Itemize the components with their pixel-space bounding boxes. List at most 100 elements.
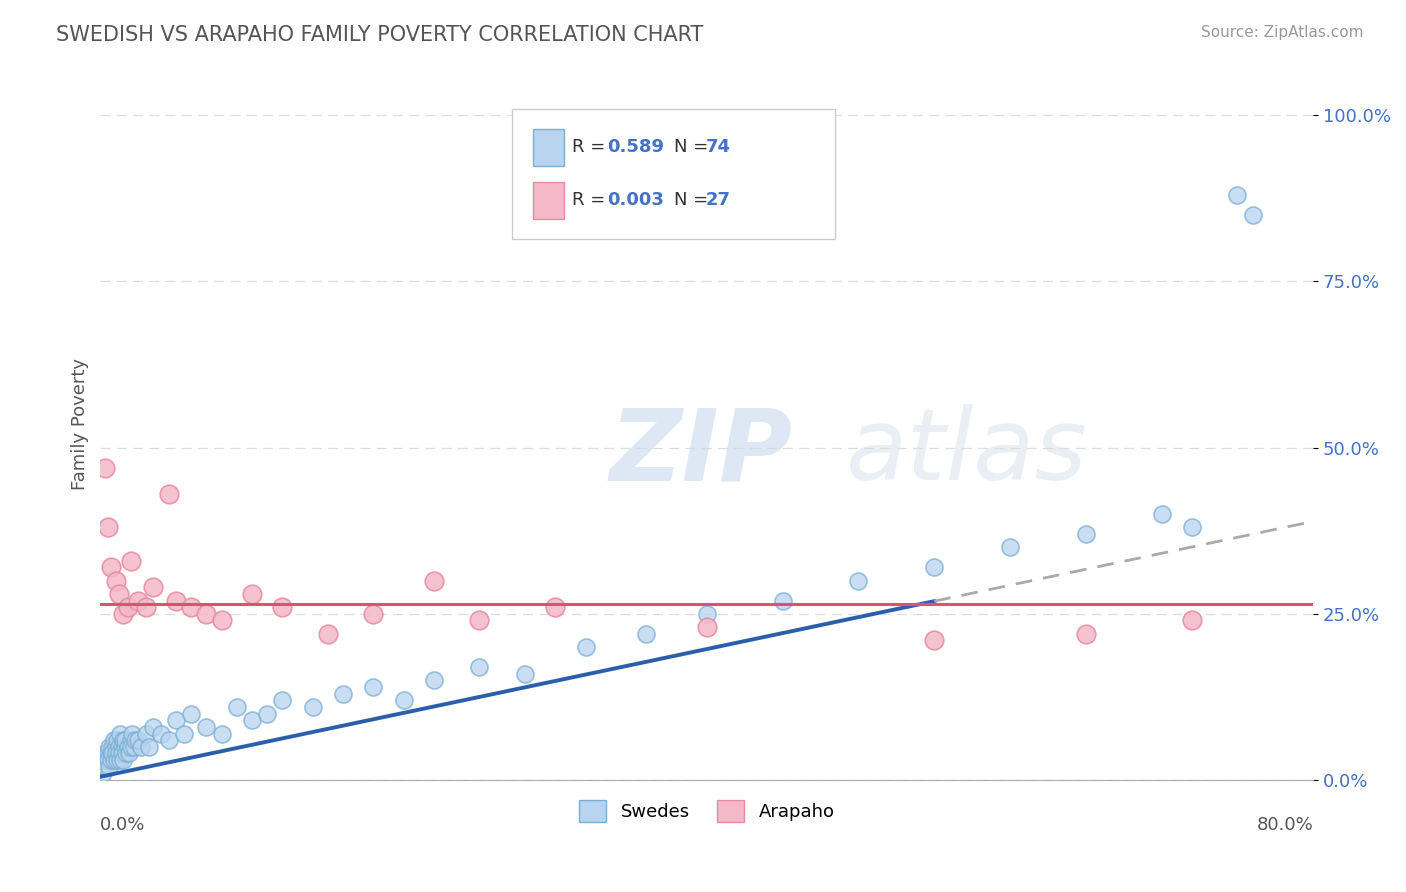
Point: [104, 739, 127, 754]
Text: atlas: atlas: [846, 404, 1088, 501]
Point: [271, 600, 294, 615]
Point: [135, 726, 157, 740]
Point: [211, 614, 233, 628]
Point: [104, 747, 127, 761]
Point: [107, 587, 129, 601]
Point: [120, 553, 142, 567]
Point: [112, 753, 135, 767]
Point: [117, 600, 139, 615]
Point: [93, 766, 115, 780]
Point: [1241, 208, 1264, 222]
Point: [100, 753, 122, 767]
Text: N =: N =: [673, 192, 714, 210]
Point: [180, 600, 202, 615]
Text: ZIP: ZIP: [610, 404, 793, 501]
Point: [124, 733, 146, 747]
Point: [636, 626, 658, 640]
Point: [103, 753, 125, 767]
Point: [423, 673, 446, 688]
Point: [316, 626, 339, 640]
Point: [696, 607, 718, 621]
Text: 0.003: 0.003: [607, 192, 665, 210]
Point: [138, 739, 160, 754]
Point: [165, 713, 187, 727]
Point: [922, 633, 945, 648]
Text: R =: R =: [572, 138, 612, 156]
Text: 80.0%: 80.0%: [1257, 815, 1313, 834]
Point: [117, 739, 139, 754]
Point: [114, 739, 136, 754]
Point: [195, 720, 218, 734]
Point: [120, 739, 142, 754]
Point: [361, 607, 384, 621]
Point: [1181, 614, 1204, 628]
Point: [142, 580, 165, 594]
Text: R =: R =: [572, 192, 612, 210]
Point: [108, 726, 131, 740]
Point: [574, 640, 596, 654]
Point: [114, 733, 136, 747]
Point: [90, 760, 112, 774]
Point: [105, 753, 128, 767]
Point: [97, 753, 120, 767]
Point: [94, 747, 117, 761]
Point: [1074, 626, 1097, 640]
Y-axis label: Family Poverty: Family Poverty: [72, 359, 89, 491]
Point: [103, 733, 125, 747]
Point: [361, 680, 384, 694]
Point: [115, 747, 138, 761]
Point: [173, 726, 195, 740]
Point: [301, 699, 323, 714]
Point: [1181, 520, 1204, 534]
Point: [157, 733, 180, 747]
Point: [468, 614, 491, 628]
Text: Source: ZipAtlas.com: Source: ZipAtlas.com: [1201, 25, 1364, 40]
Point: [271, 693, 294, 707]
Point: [105, 733, 128, 747]
Text: 0.0%: 0.0%: [100, 815, 146, 834]
Point: [118, 747, 141, 761]
Point: [100, 747, 122, 761]
Point: [468, 660, 491, 674]
Point: [332, 687, 354, 701]
Point: [392, 693, 415, 707]
Point: [1226, 187, 1249, 202]
Point: [112, 607, 135, 621]
Point: [848, 574, 870, 588]
Point: [127, 733, 149, 747]
Point: [107, 739, 129, 754]
Point: [256, 706, 278, 721]
Point: [120, 733, 142, 747]
Point: [922, 560, 945, 574]
Point: [104, 574, 127, 588]
Point: [122, 739, 145, 754]
Point: [135, 600, 157, 615]
Point: [157, 487, 180, 501]
Point: [211, 726, 233, 740]
Text: 74: 74: [706, 138, 731, 156]
Point: [423, 574, 446, 588]
Point: [165, 593, 187, 607]
Point: [121, 726, 143, 740]
Point: [110, 747, 132, 761]
Point: [696, 620, 718, 634]
Point: [107, 747, 129, 761]
Point: [108, 753, 131, 767]
Point: [112, 733, 135, 747]
Point: [998, 541, 1021, 555]
Point: [195, 607, 218, 621]
Text: 27: 27: [706, 192, 731, 210]
Point: [240, 713, 263, 727]
Point: [544, 600, 567, 615]
Point: [100, 560, 122, 574]
Point: [772, 593, 794, 607]
Point: [129, 739, 152, 754]
Point: [1150, 507, 1173, 521]
Point: [1074, 527, 1097, 541]
Point: [127, 593, 149, 607]
Point: [101, 747, 124, 761]
Point: [97, 520, 120, 534]
Point: [101, 739, 124, 754]
Point: [98, 739, 121, 754]
Point: [142, 720, 165, 734]
